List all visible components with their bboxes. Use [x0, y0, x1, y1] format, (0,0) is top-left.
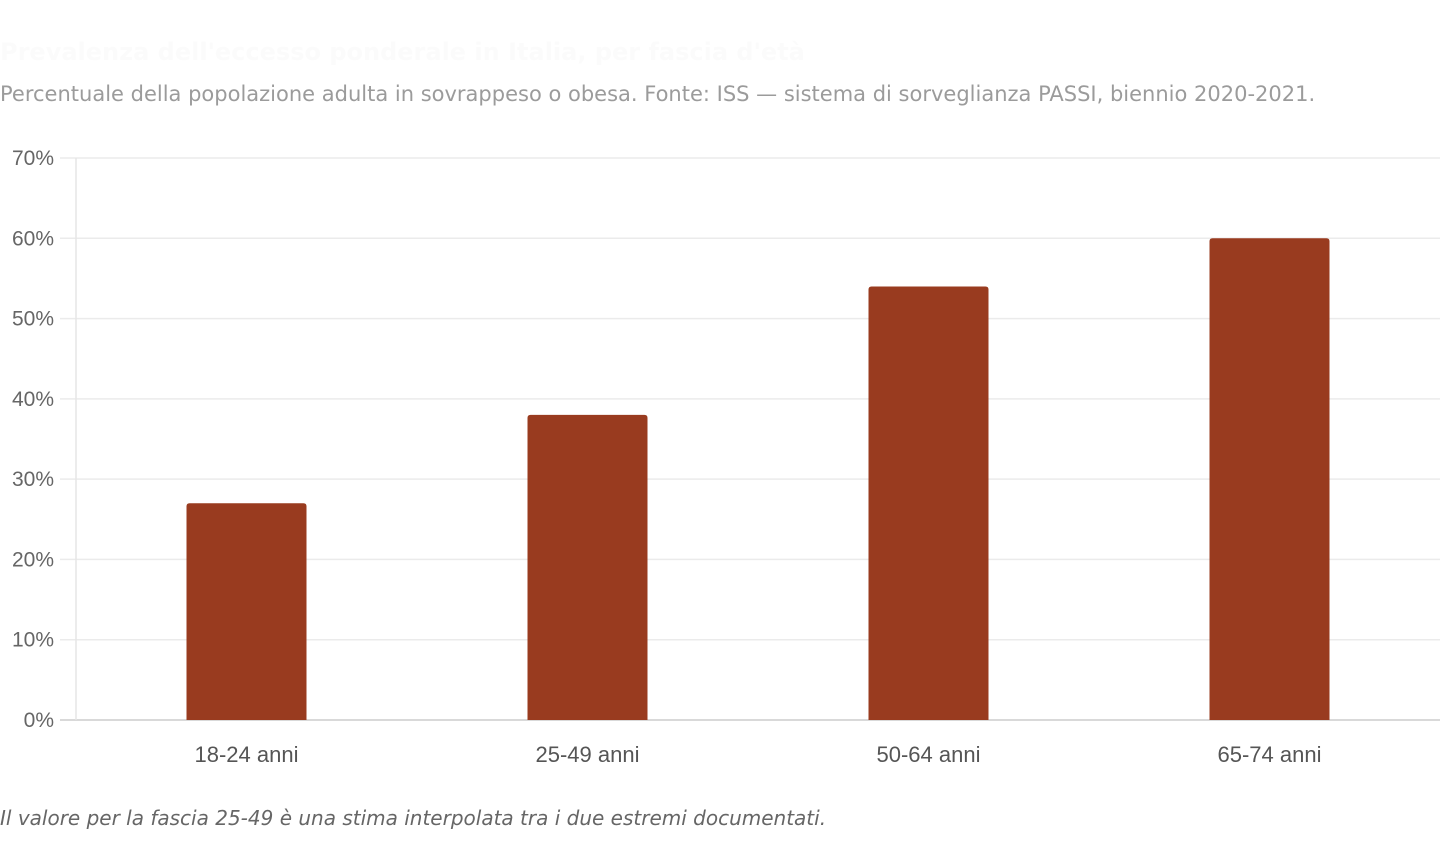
y-tick-label: 50%: [12, 308, 54, 331]
y-tick-label: 30%: [12, 468, 54, 491]
x-tick-label: 50-64 anni: [877, 742, 981, 767]
bars: [186, 238, 1330, 720]
chart-footnote: Il valore per la fascia 25-49 è una stim…: [0, 806, 827, 830]
x-tick-label: 25-49 anni: [536, 742, 640, 767]
x-tick-label: 18-24 anni: [195, 742, 299, 767]
bar-18-24-anni: [186, 503, 307, 720]
y-tick-label: 60%: [12, 227, 54, 250]
y-tick-label: 40%: [12, 388, 54, 411]
y-tick-label: 10%: [12, 629, 54, 652]
y-tick-label: 20%: [12, 548, 54, 571]
bar-25-49-anni: [527, 414, 648, 720]
bar-65-74-anni: [1209, 238, 1330, 720]
chart-subtitle: Percentuale della popolazione adulta in …: [0, 82, 1316, 106]
bar-50-64-anni: [868, 286, 989, 720]
x-tick-label: 65-74 anni: [1218, 742, 1322, 767]
y-tick-label: 70%: [12, 147, 54, 170]
y-tick-label: 0%: [24, 709, 54, 732]
axis-labels: 0% 10% 20% 30% 40% 50% 60% 70% 18-24 anni 25-49 a…: [12, 147, 1322, 767]
chart-title: Prevalenza dell'eccesso ponderale in Ita…: [0, 38, 805, 66]
bar-chart: 0% 10% 20% 30% 40% 50% 60% 70% 18-24 anni 25-49 a…: [12, 147, 1440, 767]
